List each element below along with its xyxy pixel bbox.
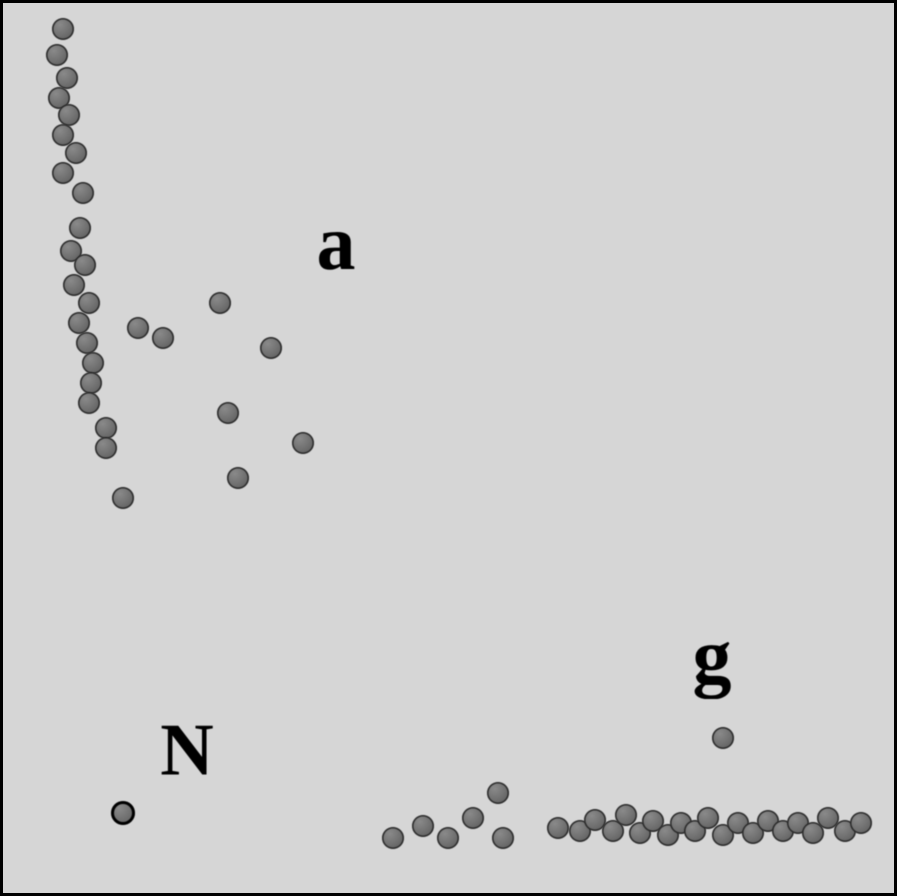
scatter-point	[78, 292, 100, 314]
chart-label: g	[693, 611, 732, 701]
scatter-plot: a g N	[0, 0, 897, 896]
scatter-point	[72, 182, 94, 204]
scatter-point	[487, 782, 509, 804]
scatter-point	[58, 104, 80, 126]
scatter-point	[52, 162, 74, 184]
scatter-point	[65, 142, 87, 164]
scatter-point	[382, 827, 404, 849]
scatter-point	[82, 352, 104, 374]
scatter-point	[462, 807, 484, 829]
scatter-point	[209, 292, 231, 314]
scatter-point	[412, 815, 434, 837]
scatter-point	[437, 827, 459, 849]
scatter-point	[95, 417, 117, 439]
scatter-point	[492, 827, 514, 849]
scatter-point	[95, 437, 117, 459]
scatter-point	[112, 487, 134, 509]
scatter-point	[63, 274, 85, 296]
scatter-point	[76, 332, 98, 354]
scatter-point	[217, 402, 239, 424]
chart-label: a	[317, 198, 356, 288]
scatter-point	[850, 812, 872, 834]
scatter-point	[152, 327, 174, 349]
scatter-point	[80, 372, 102, 394]
scatter-point	[52, 18, 74, 40]
scatter-point	[74, 254, 96, 276]
scatter-point	[260, 337, 282, 359]
chart-label: N	[160, 709, 213, 794]
scatter-point	[547, 817, 569, 839]
scatter-point	[46, 44, 68, 66]
scatter-point	[227, 467, 249, 489]
scatter-point	[292, 432, 314, 454]
scatter-point	[127, 317, 149, 339]
scatter-point	[56, 67, 78, 89]
scatter-point	[712, 727, 734, 749]
scatter-point	[68, 312, 90, 334]
scatter-point	[111, 801, 135, 825]
scatter-point	[69, 217, 91, 239]
scatter-point	[78, 392, 100, 414]
